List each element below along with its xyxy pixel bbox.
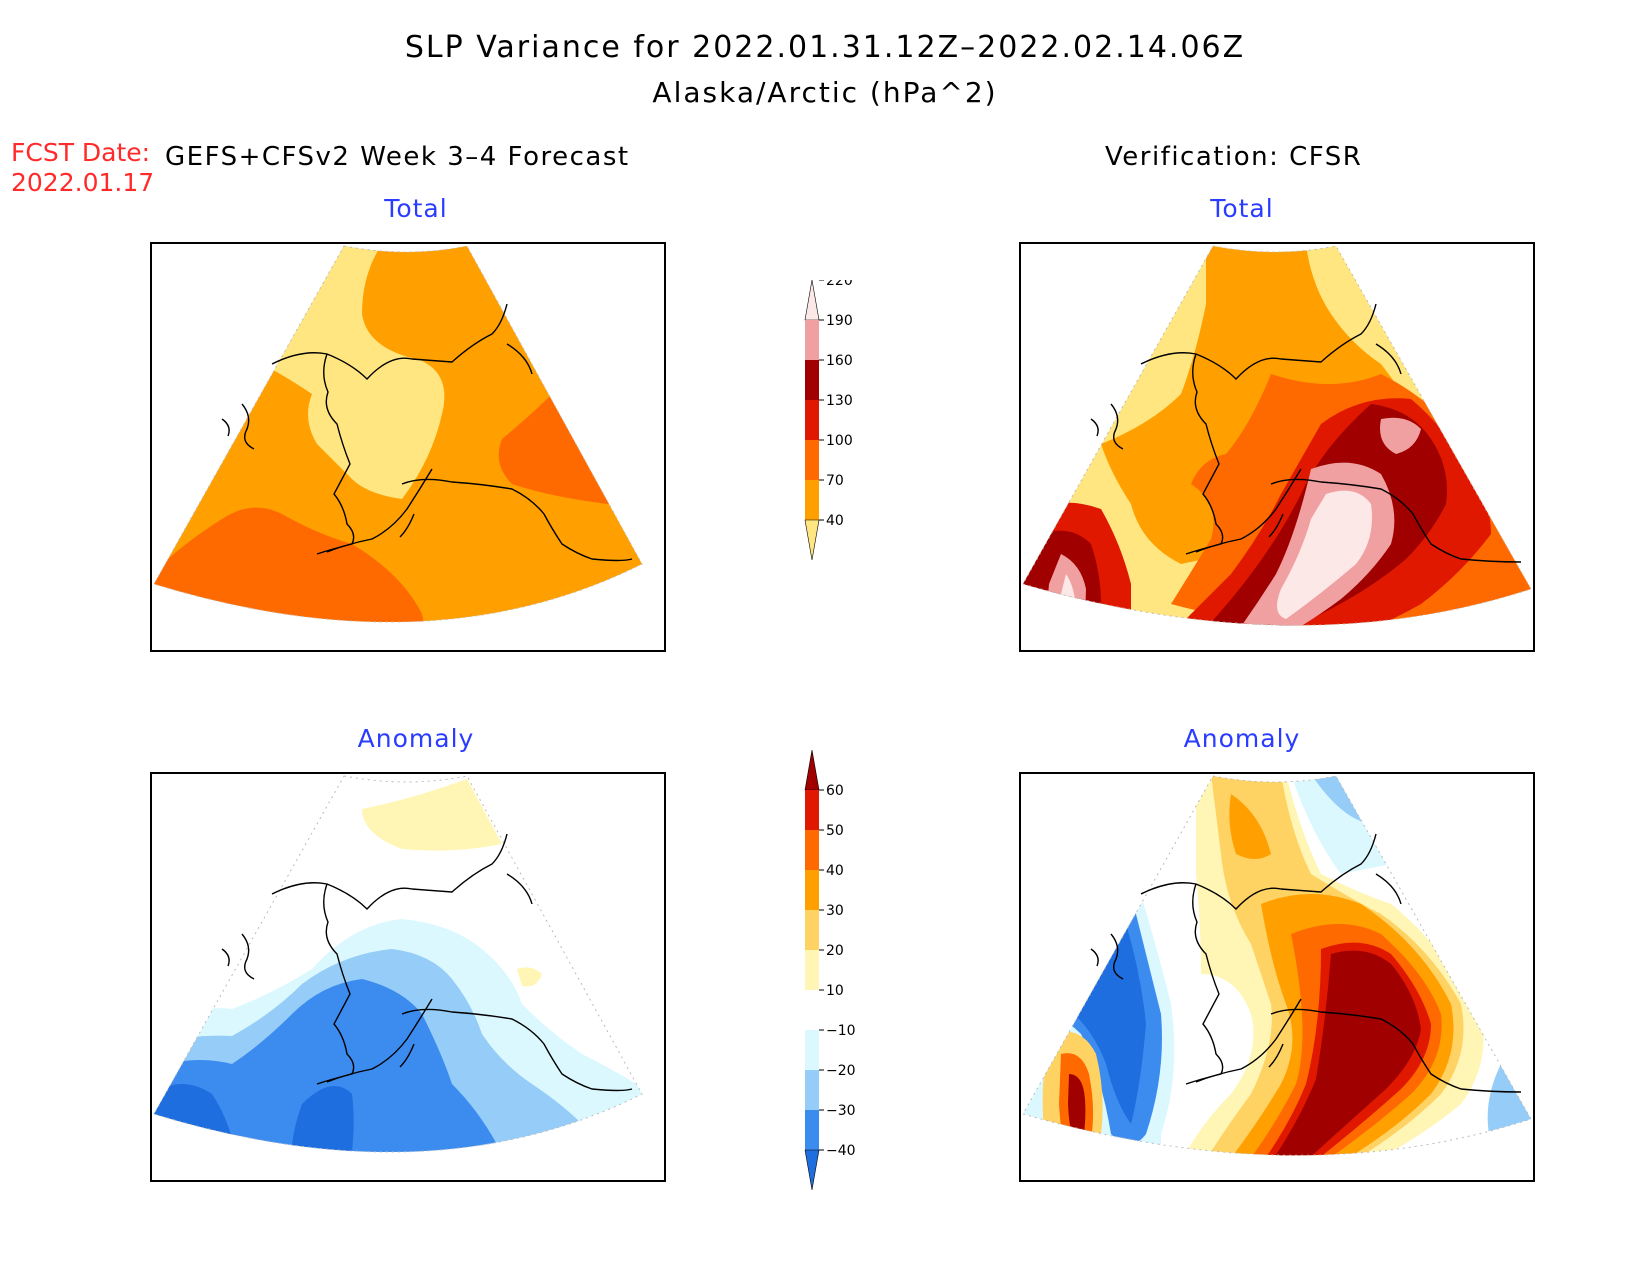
forecast-anomaly-title: Anomaly (357, 724, 475, 753)
coastline (1090, 833, 1522, 1093)
map-sector-outline (1022, 245, 1532, 626)
anomaly-colorbar-label: −40 (826, 1143, 856, 1159)
anomaly-colorbar-label: 60 (826, 783, 844, 799)
anomaly-colorbar-label: 40 (826, 863, 844, 879)
anomaly-colorbar-swatch (805, 790, 819, 830)
map-sector-outline (1022, 775, 1532, 1156)
forecast-total-title: Total (384, 194, 448, 223)
total-colorbar-label: 40 (826, 513, 844, 529)
total-colorbar-label: 130 (826, 393, 853, 409)
total-colorbar-top-triangle (804, 280, 820, 321)
forecast-anomaly-map (150, 772, 666, 1182)
anomaly-colorbar-swatch (805, 990, 819, 1030)
fcst-date-label: FCST Date: (11, 138, 151, 167)
anomaly-10-20-region (362, 779, 502, 851)
anomaly-colorbar-bottom-triangle (804, 1149, 820, 1191)
anomaly-colorbar-label: −20 (826, 1063, 856, 1079)
verification-total-map (1019, 242, 1535, 652)
map-sector-outline (153, 775, 643, 1153)
total-variance-colorbar: 40 70 100 130 160 190 220 (804, 280, 853, 561)
anomaly-colorbar-top-triangle (804, 750, 820, 791)
anomaly-colorbar-label: 50 (826, 823, 844, 839)
anomaly-colorbar-swatch (805, 830, 819, 870)
anomaly-lt-neg30-region (290, 1086, 354, 1153)
anomaly-colorbar-label: 10 (826, 983, 844, 999)
coastline (1090, 303, 1522, 563)
anomaly-colorbar-label: 20 (826, 943, 844, 959)
anomaly-colorbar-label: −10 (826, 1023, 856, 1039)
anomaly-colorbar: −40 −30 −20 −10 10 20 30 40 50 60 (804, 750, 856, 1191)
anomaly-colorbar-label: −30 (826, 1103, 856, 1119)
fcst-date-value: 2022.01.17 (11, 168, 155, 197)
variance-190-220-region (1380, 417, 1421, 454)
figure-title: SLP Variance for 2022.01.31.12Z–2022.02.… (404, 30, 1246, 65)
total-colorbar-label: 160 (826, 353, 853, 369)
total-colorbar-swatch (805, 360, 819, 400)
variance-gt-220-region (1277, 490, 1372, 619)
anomaly-gt-60-region (1256, 950, 1421, 1156)
anomaly-colorbar-swatch (805, 1070, 819, 1110)
total-colorbar-label: 100 (826, 433, 853, 449)
total-colorbar-bottom-triangle (804, 519, 820, 561)
total-colorbar-swatch (805, 440, 819, 480)
anomaly-colorbar-swatch (805, 1110, 819, 1150)
total-colorbar-swatch (805, 480, 819, 520)
anomaly-30-40-region (1229, 794, 1271, 859)
anomaly-gt-60-region (1068, 1074, 1086, 1156)
verification-anomaly-title: Anomaly (1183, 724, 1301, 753)
total-colorbar-swatch (805, 400, 819, 440)
anomaly-10-20-region (517, 967, 542, 987)
verification-column-header: Verification: CFSR (1105, 142, 1363, 172)
figure-subtitle: Alaska/Arctic (hPa^2) (652, 76, 998, 109)
anomaly-colorbar-swatch (805, 950, 819, 990)
anomaly-colorbar-swatch (805, 1030, 819, 1070)
coastline (221, 833, 633, 1092)
anomaly-colorbar-swatch (805, 870, 819, 910)
total-colorbar-label: 70 (826, 473, 844, 489)
verification-anomaly-map (1019, 772, 1535, 1182)
variance-100-130-region (154, 507, 432, 623)
anomaly-colorbar-swatch (805, 910, 819, 950)
forecast-column-header: GEFS+CFSv2 Week 3–4 Forecast (165, 142, 630, 172)
forecast-total-map (150, 242, 666, 652)
total-colorbar-label: 220 (826, 280, 853, 289)
total-colorbar-swatch (805, 320, 819, 360)
verification-total-title: Total (1210, 194, 1274, 223)
total-colorbar-label: 190 (826, 313, 853, 329)
coastline (221, 303, 633, 562)
anomaly-colorbar-label: 30 (826, 903, 844, 919)
map-sector-outline (153, 245, 643, 623)
